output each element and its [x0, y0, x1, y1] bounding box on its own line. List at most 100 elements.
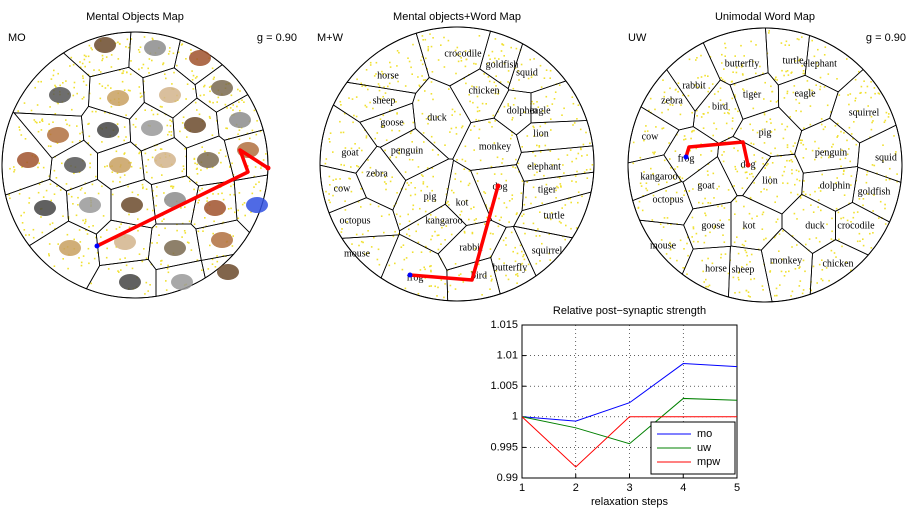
object-image: [34, 200, 56, 216]
yellow-dot: [421, 75, 423, 77]
yellow-dot: [412, 159, 414, 161]
yellow-dot: [415, 231, 417, 233]
yellow-dot: [753, 154, 755, 156]
yellow-dot: [803, 289, 805, 291]
yellow-dot: [465, 146, 467, 148]
yellow-dot: [169, 119, 171, 121]
yellow-dot: [498, 226, 500, 228]
yellow-dot: [755, 73, 757, 75]
yellow-dot: [784, 275, 786, 277]
yellow-dot: [558, 158, 560, 160]
yellow-dot: [151, 177, 153, 179]
yellow-dot: [576, 118, 578, 120]
yellow-dot: [707, 91, 709, 93]
yellow-dot: [332, 195, 334, 197]
yellow-dot: [750, 143, 752, 145]
yellow-dot: [69, 125, 71, 127]
yellow-dot: [777, 219, 779, 221]
yellow-dot: [751, 254, 753, 256]
yellow-dot: [811, 40, 813, 42]
yellow-dot: [488, 121, 490, 123]
yellow-dot: [732, 120, 734, 122]
yellow-dot: [441, 279, 443, 281]
yellow-dot: [709, 285, 711, 287]
yellow-dot: [329, 141, 331, 143]
yellow-dot: [356, 116, 358, 118]
map-word: octopus: [339, 215, 370, 226]
yellow-dot: [48, 253, 50, 255]
yellow-dot: [847, 94, 849, 96]
yellow-dot: [756, 215, 758, 217]
yellow-dot: [693, 241, 695, 243]
yellow-dot: [805, 244, 807, 246]
yellow-dot: [142, 261, 144, 263]
yellow-dot: [92, 184, 94, 186]
map-word: goose: [380, 117, 404, 128]
yellow-dot: [422, 113, 424, 115]
yellow-dot: [520, 245, 522, 247]
yellow-dot: [195, 102, 197, 104]
yellow-dot: [164, 228, 166, 230]
yellow-dot: [132, 268, 134, 270]
yellow-dot: [410, 133, 412, 135]
object-image: [97, 122, 119, 138]
yellow-dot: [770, 118, 772, 120]
yellow-dot: [412, 44, 414, 46]
yellow-dot: [144, 109, 146, 111]
yellow-dot: [151, 110, 153, 112]
yellow-dot: [846, 140, 848, 142]
yellow-dot: [573, 103, 575, 105]
yellow-dot: [750, 197, 752, 199]
yellow-dot: [260, 167, 262, 169]
yellow-dot: [82, 77, 84, 79]
yellow-dot: [670, 258, 672, 260]
yellow-dot: [39, 184, 41, 186]
yellow-dot: [156, 195, 158, 197]
yellow-dot: [799, 180, 801, 182]
yellow-dot: [83, 81, 85, 83]
yellow-dot: [351, 243, 353, 245]
yellow-dot: [517, 253, 519, 255]
yellow-dot: [592, 164, 594, 166]
yellow-dot: [856, 144, 858, 146]
yellow-dot: [809, 194, 811, 196]
yellow-dot: [431, 93, 433, 95]
yellow-dot: [165, 280, 167, 282]
yellow-dot: [124, 174, 126, 176]
yellow-dot: [151, 60, 153, 62]
yellow-dot: [578, 153, 580, 155]
yellow-dot: [82, 220, 84, 222]
yellow-dot: [72, 203, 74, 205]
yellow-dot: [754, 278, 756, 280]
yellow-dot: [580, 149, 582, 151]
map-word: chicken: [468, 85, 499, 96]
yellow-dot: [451, 190, 453, 192]
yellow-dot: [146, 188, 148, 190]
yellow-dot: [14, 169, 16, 171]
yellow-dot: [120, 223, 122, 225]
yellow-dot: [142, 188, 144, 190]
yellow-dot: [764, 142, 766, 144]
yellow-dot: [106, 229, 108, 231]
yellow-dot: [116, 151, 118, 153]
yellow-dot: [143, 64, 145, 66]
yellow-dot: [434, 231, 436, 233]
yellow-dot: [490, 275, 492, 277]
yellow-dot: [218, 97, 220, 99]
yellow-dot: [779, 233, 781, 235]
yellow-dot: [111, 54, 113, 56]
yellow-dot: [417, 76, 419, 78]
yellow-dot: [736, 201, 738, 203]
yellow-dot: [65, 80, 67, 82]
yellow-dot: [560, 222, 562, 224]
yellow-dot: [54, 265, 56, 267]
yellow-dot: [25, 138, 27, 140]
yellow-dot: [712, 135, 714, 137]
yellow-dot: [427, 50, 429, 52]
yellow-dot: [401, 246, 403, 248]
yellow-dot: [524, 259, 526, 261]
yellow-dot: [171, 121, 173, 123]
yellow-dot: [461, 60, 463, 62]
yellow-dot: [501, 50, 503, 52]
yellow-dot: [854, 100, 856, 102]
